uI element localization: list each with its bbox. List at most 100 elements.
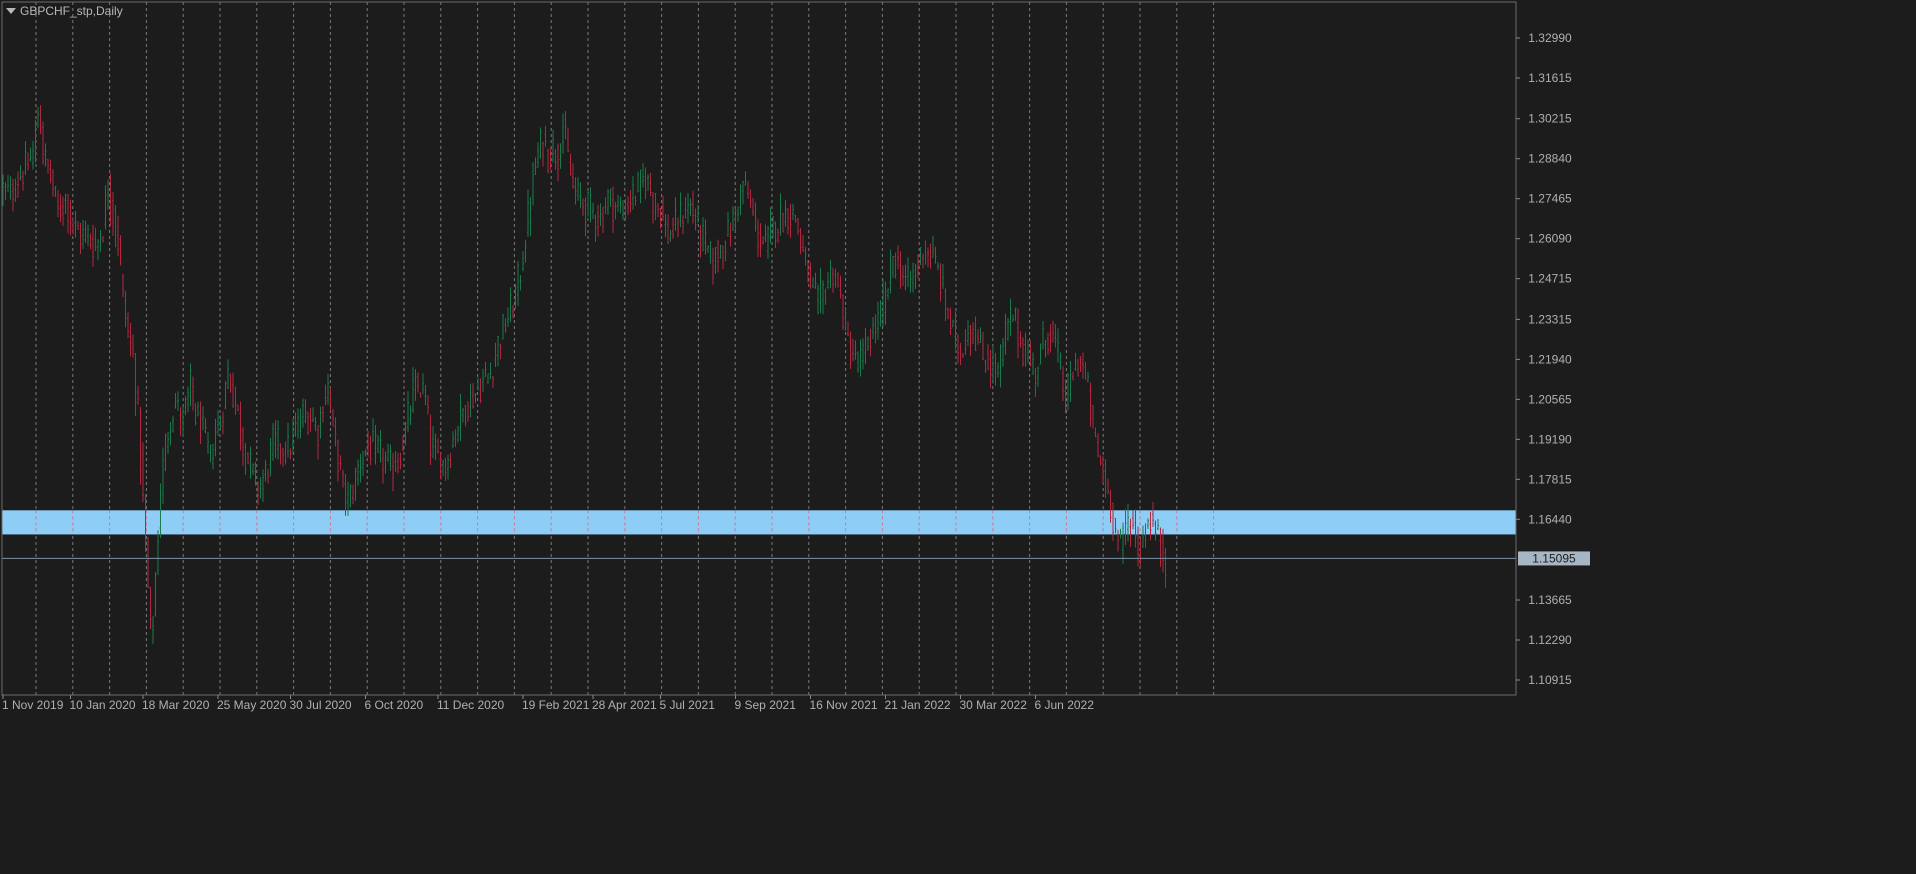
support-zone-rectangle[interactable] [2,510,1516,535]
ohlc-bar [1154,520,1157,541]
ohlc-bar [292,418,294,454]
ohlc-bar [964,329,967,356]
y-tick-label: 1.24715 [1528,272,1572,286]
ohlc-bar [344,474,347,516]
y-tick-label: 1.19190 [1528,432,1572,446]
ohlc-bar [432,426,434,459]
ohlc-bar [232,372,234,408]
ohlc-bar [157,530,159,575]
ohlc-bar [787,208,789,235]
ohlc-bar [1032,352,1034,376]
ohlc-bar [69,199,72,236]
ohlc-bar [452,431,454,449]
ohlc-bar [252,463,254,476]
symbol-label: GBPCHF_stp,Daily [20,4,123,18]
ohlc-bar [312,407,314,423]
ohlc-bar [957,334,959,364]
ohlc-bar [1089,382,1092,427]
ohlc-bar [789,204,792,238]
ohlc-bar [337,439,339,482]
ohlc-bar [524,240,527,263]
ohlc-bar [162,447,164,504]
x-tick-label: 10 Jan 2020 [70,698,136,712]
ohlc-bar [29,147,32,162]
symbol-header[interactable]: GBPCHF_stp,Daily [6,4,123,18]
ohlc-bar [194,403,197,426]
ohlc-bar [469,383,472,418]
ohlc-bar [777,228,779,243]
x-tick-label: 6 Oct 2020 [365,698,424,712]
price-axis[interactable]: 1.32990 1.31615 1.30215 1.28840 1.27465 1.260… [1516,31,1572,687]
ohlc-bar [694,208,697,231]
ohlc-bar [489,362,492,379]
ohlc-bar [9,176,12,200]
ohlc-bar [67,194,69,234]
ohlc-bar [207,432,209,454]
ohlc-bar [97,239,99,261]
ohlc-bar [992,345,994,384]
ohlc-bar [272,423,274,461]
ohlc-bar [1022,337,1024,367]
ohlc-bar [444,457,447,481]
ohlc-bar [387,443,389,462]
ohlc-bar [1034,367,1037,397]
ohlc-bar [717,239,719,273]
triangle-down-icon[interactable] [6,8,16,14]
ohlc-bar [414,369,417,401]
ohlc-bar [137,386,139,405]
ohlc-bar [802,235,804,252]
ohlc-bar [829,259,832,289]
ohlc-bar [402,435,404,451]
ohlc-bar [212,443,214,470]
ohlc-bar [284,441,287,465]
ohlc-bar [909,270,912,293]
ohlc-bar [952,319,954,328]
ohlc-bar [867,336,869,351]
ohlc-bar [102,236,104,243]
ohlc-bar [887,288,889,300]
ohlc-bar [544,125,547,147]
ohlc-bar [517,261,519,306]
ohlc-bar [839,275,842,299]
ohlc-bar [797,217,799,235]
ohlc-bar [612,186,614,233]
time-axis[interactable]: 1 Nov 2019 10 Jan 2020 18 Mar 2020 25 May 2… [2,695,1094,712]
ohlc-bar [354,467,357,501]
ohlc-bar [704,219,707,255]
ohlc-bar [12,178,14,212]
ohlc-bar [39,104,42,135]
ohlc-bar [844,306,847,331]
ohlc-bar [1109,489,1112,523]
ohlc-bar [384,451,387,474]
ohlc-bar [1004,313,1007,355]
ohlc-bar [769,207,772,243]
ohlc-bar [184,396,187,416]
ohlc-bar [664,213,667,238]
ohlc-bar [574,177,577,205]
ohlc-bar [37,107,39,128]
ohlc-bar [204,418,207,434]
ohlc-bar [82,219,84,249]
ohlc-bar [647,174,649,191]
ohlc-bar [737,206,739,222]
ohlc-bar [47,158,49,174]
ohlc-bar [504,318,507,333]
ohlc-bar [1119,528,1122,539]
ohlc-bar [1044,340,1047,358]
ohlc-bar [1042,321,1044,350]
ohlc-bar [117,215,119,257]
ohlc-bar [104,185,107,230]
x-tick-label: 5 Jul 2021 [660,698,716,712]
ohlc-bar [429,414,432,465]
ohlc-bar [464,404,467,427]
zone-grid-overlay [35,510,1215,535]
ohlc-bar [497,335,499,367]
ohlc-bar [667,214,669,245]
ohlc-bar [894,252,897,279]
ohlc-bar [534,157,537,175]
ohlc-bar [582,198,584,216]
ohlc-bar [572,163,574,189]
ohlc-bar [132,334,134,358]
